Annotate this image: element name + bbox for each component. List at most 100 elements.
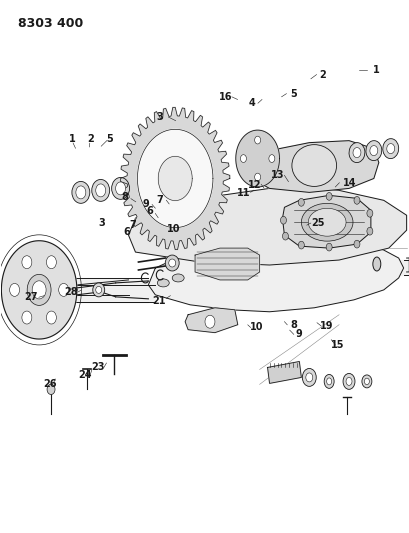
Circle shape xyxy=(9,284,20,296)
Text: 23: 23 xyxy=(91,362,105,372)
Ellipse shape xyxy=(342,374,354,389)
Polygon shape xyxy=(158,156,192,200)
Text: 6: 6 xyxy=(146,206,153,216)
Polygon shape xyxy=(249,141,378,192)
Ellipse shape xyxy=(96,184,106,197)
Circle shape xyxy=(353,240,359,248)
Circle shape xyxy=(366,227,372,235)
Ellipse shape xyxy=(76,186,85,199)
Text: 1: 1 xyxy=(68,134,75,144)
Text: 4: 4 xyxy=(248,98,254,108)
Circle shape xyxy=(366,209,372,217)
Text: 21: 21 xyxy=(152,296,166,306)
Ellipse shape xyxy=(324,375,333,389)
Text: 10: 10 xyxy=(166,224,180,235)
Circle shape xyxy=(280,216,286,224)
Ellipse shape xyxy=(157,279,169,287)
Ellipse shape xyxy=(372,257,380,271)
Text: 5: 5 xyxy=(290,88,297,99)
Circle shape xyxy=(58,284,68,296)
Circle shape xyxy=(298,241,303,249)
Polygon shape xyxy=(267,361,301,383)
Text: 3: 3 xyxy=(98,218,105,228)
Text: 9: 9 xyxy=(294,329,301,340)
Text: 5: 5 xyxy=(106,134,112,144)
Text: 2: 2 xyxy=(319,70,326,79)
Ellipse shape xyxy=(169,259,175,267)
Ellipse shape xyxy=(386,143,394,154)
Ellipse shape xyxy=(92,180,109,201)
Polygon shape xyxy=(1,241,76,339)
Ellipse shape xyxy=(365,141,381,160)
Ellipse shape xyxy=(352,148,360,158)
Ellipse shape xyxy=(345,377,351,385)
Ellipse shape xyxy=(305,373,312,382)
Ellipse shape xyxy=(301,368,315,386)
Ellipse shape xyxy=(369,146,377,156)
Ellipse shape xyxy=(72,181,90,203)
Ellipse shape xyxy=(361,375,371,388)
Text: 7: 7 xyxy=(129,220,135,230)
Ellipse shape xyxy=(96,286,101,293)
Circle shape xyxy=(204,315,214,328)
Circle shape xyxy=(254,173,260,181)
Text: 24: 24 xyxy=(78,370,91,380)
Text: 8: 8 xyxy=(121,191,128,201)
Circle shape xyxy=(46,311,56,324)
Circle shape xyxy=(254,136,260,144)
Ellipse shape xyxy=(291,144,336,187)
Polygon shape xyxy=(185,308,237,333)
Ellipse shape xyxy=(308,208,345,236)
Text: 8: 8 xyxy=(290,320,297,330)
Text: 26: 26 xyxy=(43,379,57,389)
Text: 15: 15 xyxy=(330,340,343,350)
Ellipse shape xyxy=(165,255,179,271)
Polygon shape xyxy=(137,130,212,228)
Text: 27: 27 xyxy=(24,292,37,302)
Text: 19: 19 xyxy=(320,321,333,331)
Text: 1: 1 xyxy=(372,66,378,75)
Circle shape xyxy=(240,155,246,163)
Polygon shape xyxy=(148,238,402,312)
Circle shape xyxy=(46,256,56,269)
Polygon shape xyxy=(282,196,370,248)
Ellipse shape xyxy=(326,378,331,385)
Circle shape xyxy=(27,274,51,305)
Circle shape xyxy=(326,192,331,200)
Text: 2: 2 xyxy=(87,134,93,144)
Text: 7: 7 xyxy=(157,195,163,205)
Polygon shape xyxy=(195,248,259,280)
Text: 8303 400: 8303 400 xyxy=(18,17,83,30)
Circle shape xyxy=(47,384,55,394)
Text: 12: 12 xyxy=(248,180,261,190)
Ellipse shape xyxy=(115,182,125,195)
Circle shape xyxy=(282,232,288,240)
Ellipse shape xyxy=(111,177,129,199)
Ellipse shape xyxy=(92,283,104,297)
Text: 6: 6 xyxy=(123,227,130,237)
Text: 11: 11 xyxy=(237,188,250,198)
Ellipse shape xyxy=(364,378,369,385)
Text: 10: 10 xyxy=(250,322,263,333)
Circle shape xyxy=(22,311,32,324)
Circle shape xyxy=(353,197,359,204)
Ellipse shape xyxy=(172,274,184,282)
Ellipse shape xyxy=(348,143,364,163)
Text: 28: 28 xyxy=(65,287,78,297)
Text: 25: 25 xyxy=(311,218,324,228)
Circle shape xyxy=(326,243,331,251)
Polygon shape xyxy=(128,188,406,265)
Text: 13: 13 xyxy=(270,171,283,180)
Circle shape xyxy=(268,155,274,163)
Text: 9: 9 xyxy=(142,199,149,209)
Polygon shape xyxy=(120,107,229,249)
Ellipse shape xyxy=(382,139,398,159)
Circle shape xyxy=(32,281,46,299)
Circle shape xyxy=(22,256,32,269)
Text: 16: 16 xyxy=(219,92,232,102)
Ellipse shape xyxy=(301,203,352,241)
Circle shape xyxy=(298,198,303,206)
Text: 3: 3 xyxy=(157,112,163,122)
Polygon shape xyxy=(235,130,279,187)
Text: 14: 14 xyxy=(342,177,355,188)
